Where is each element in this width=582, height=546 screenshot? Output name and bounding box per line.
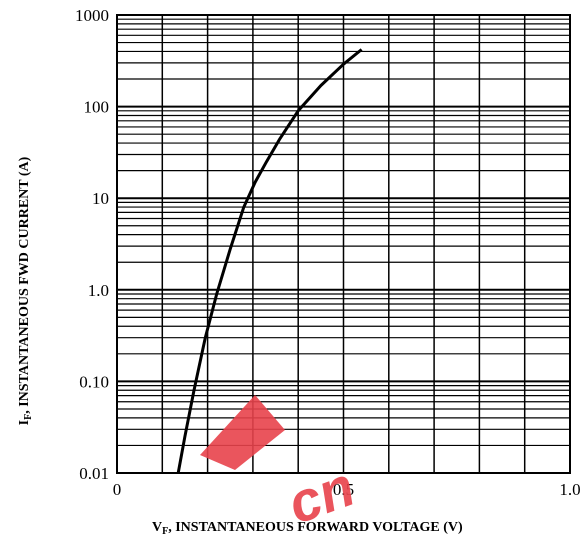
x-axis-label: VF, INSTANTANEOUS FORWARD VOLTAGE (V) [152,520,463,537]
watermark-logo-icon [200,395,285,470]
y-tick-label: 0.01 [79,464,109,483]
x-tick-label: 1.0 [559,480,580,499]
y-tick-label: 100 [84,98,110,117]
y-tick-label: 10 [92,189,109,208]
tick-labels: 0.01 0.10 1.0 10 100 1000 0 0.5 1.0 [75,6,581,499]
grid [116,14,571,474]
watermark: cn [200,395,362,536]
y-tick-label: 0.10 [79,372,109,391]
x-tick-label: 0 [113,480,122,499]
x-tick-label: 0.5 [333,480,354,499]
y-axis-label: IF, INSTANTANEOUS FWD CURRENT (A) [17,156,34,425]
y-tick-label: 1.0 [88,281,109,300]
series-line [176,48,363,474]
series-group [176,48,363,474]
y-tick-label: 1000 [75,6,109,25]
